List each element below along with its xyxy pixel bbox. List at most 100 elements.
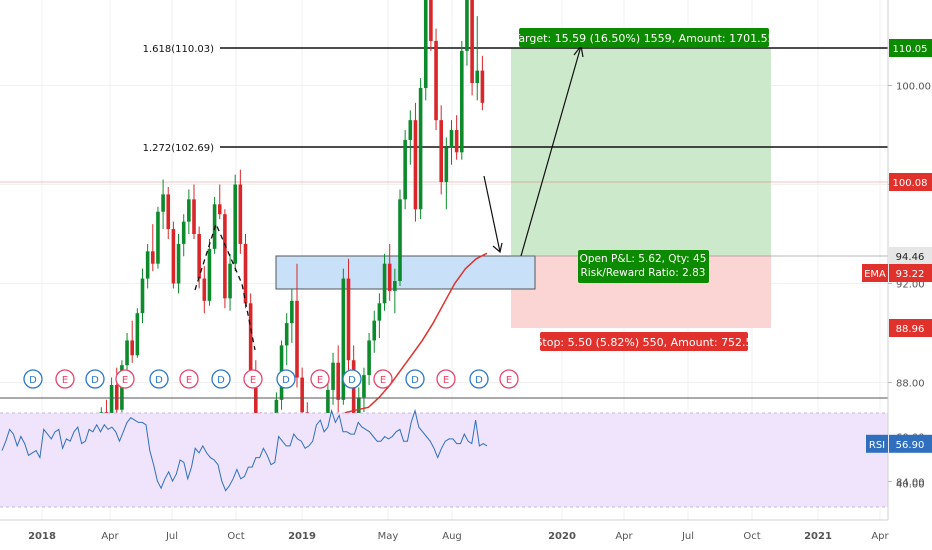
event-marker-letter: E [186,375,192,386]
candle [362,367,366,413]
svg-text:Stop: 5.50 (5.82%) 550, Amount: Stop: 5.50 (5.82%) 550, Amount: 752.5 [535,336,752,349]
candle [460,40,464,160]
candle [217,184,222,220]
candle [449,120,454,165]
candle [130,320,134,363]
candle [248,293,253,383]
dividend-marker[interactable]: D [342,369,362,389]
candle [439,105,443,195]
time-axis[interactable]: 2018 Apr Jul Oct 2019 May Aug 2020 Apr Jul Oct 2021… [28,531,889,542]
candle [377,293,382,338]
candle [171,221,176,289]
time-tick-label: Oct [743,531,760,542]
event-marker-letter: E [380,375,386,386]
dividend-marker[interactable]: D [276,369,296,389]
candle [331,352,335,405]
candle [403,130,407,210]
event-marker-letter: D [348,375,356,386]
candle [207,238,212,306]
earnings-marker[interactable]: E [310,369,330,389]
candle [393,268,397,314]
event-marker-letter: D [282,375,290,386]
price-tag: EMA 93.22 [862,264,932,282]
candle [429,0,433,51]
candle [284,313,289,366]
time-tick-label: Aug [442,531,462,542]
event-marker-letter: E [443,375,449,386]
dividend-marker[interactable]: D [469,369,489,389]
dividend-marker[interactable]: D [211,369,231,389]
price-tags: 110.05 100.08 94.46 EMA 93.22 88.96 RSI 56.90 [862,39,932,453]
price-tick-label: 88.00 [896,379,925,390]
target-label[interactable]: Target: 15.59 (16.50%) 1559, Amount: 170… [512,28,775,47]
fib-label-1272: 1.272(102.69) [143,143,215,154]
time-tick-label: Jul [681,531,694,542]
time-tick-label: 2018 [28,531,56,542]
price-tick-label: 92.00 [896,280,925,291]
projection-arrows[interactable] [483,44,584,257]
candle [156,206,160,269]
time-tick-label: 2020 [548,531,576,542]
time-tick-label: Apr [101,531,119,542]
candle [145,243,150,289]
candle [295,263,299,388]
price-tick-label: 100.00 [896,82,931,93]
earnings-marker[interactable]: E [373,369,393,389]
event-marker-letter: D [29,375,37,386]
price-tag-value: 93.22 [896,269,925,280]
price-tick-label: 84.00 [896,478,925,489]
candle [423,0,428,101]
earnings-marker[interactable]: E [115,369,135,389]
price-tag-prefix: EMA [864,269,886,280]
candle [238,169,243,254]
pnl-label[interactable]: Open P&L: 5.62, Qty: 45 Risk/Reward Rati… [578,250,709,283]
stop-label[interactable]: Stop: 5.50 (5.82%) 550, Amount: 752.5 [535,332,753,351]
profit-zone[interactable] [511,48,771,256]
candle [228,253,232,311]
event-marker-letter: E [317,375,323,386]
price-tag-value: 94.46 [896,252,925,263]
time-tick-label: Oct [227,531,244,542]
earnings-marker[interactable]: E [179,369,199,389]
candle [125,333,129,373]
time-tick-label: Apr [871,531,889,542]
price-tag-value: 100.08 [893,178,928,189]
price-tag: 110.05 [889,39,932,57]
event-marker-letter: D [217,375,225,386]
candle [454,115,459,160]
rsi-tag-label: RSI [869,440,885,451]
candle [465,0,469,66]
earnings-marker[interactable]: E [499,369,519,389]
candle [387,243,392,301]
candle [418,78,423,220]
earnings-marker[interactable]: E [55,369,75,389]
event-marker-letter: D [411,375,419,386]
earnings-marker[interactable]: E [436,369,456,389]
dividend-marker[interactable]: D [23,369,43,389]
candle [346,258,351,371]
dashed-trend-drawing[interactable] [194,222,256,351]
price-tag-value: 110.05 [893,44,928,55]
rsi-line[interactable] [1,408,488,492]
dividend-marker[interactable]: D [85,369,105,389]
candle [151,224,155,272]
svg-text:Target: 15.59 (16.50%) 1559, A: Target: 15.59 (16.50%) 1559, Amount: 170… [512,32,774,45]
candle [187,189,191,234]
demand-zone[interactable] [275,255,536,290]
event-marker-letter: D [475,375,483,386]
dividend-marker[interactable]: D [149,369,169,389]
candle [444,137,449,210]
price-axis[interactable]: 112.00108.00104.00100.0096.0092.0088.008… [888,0,931,489]
candle [290,288,294,343]
candle [382,253,387,311]
candle [243,234,248,309]
candle [223,209,227,309]
price-tag: 94.46 [889,247,932,265]
event-marker-letter: E [62,375,68,386]
dividend-marker[interactable]: D [405,369,425,389]
candle [475,16,480,101]
earnings-marker[interactable]: E [243,369,263,389]
time-tick-label: 2019 [288,531,316,542]
